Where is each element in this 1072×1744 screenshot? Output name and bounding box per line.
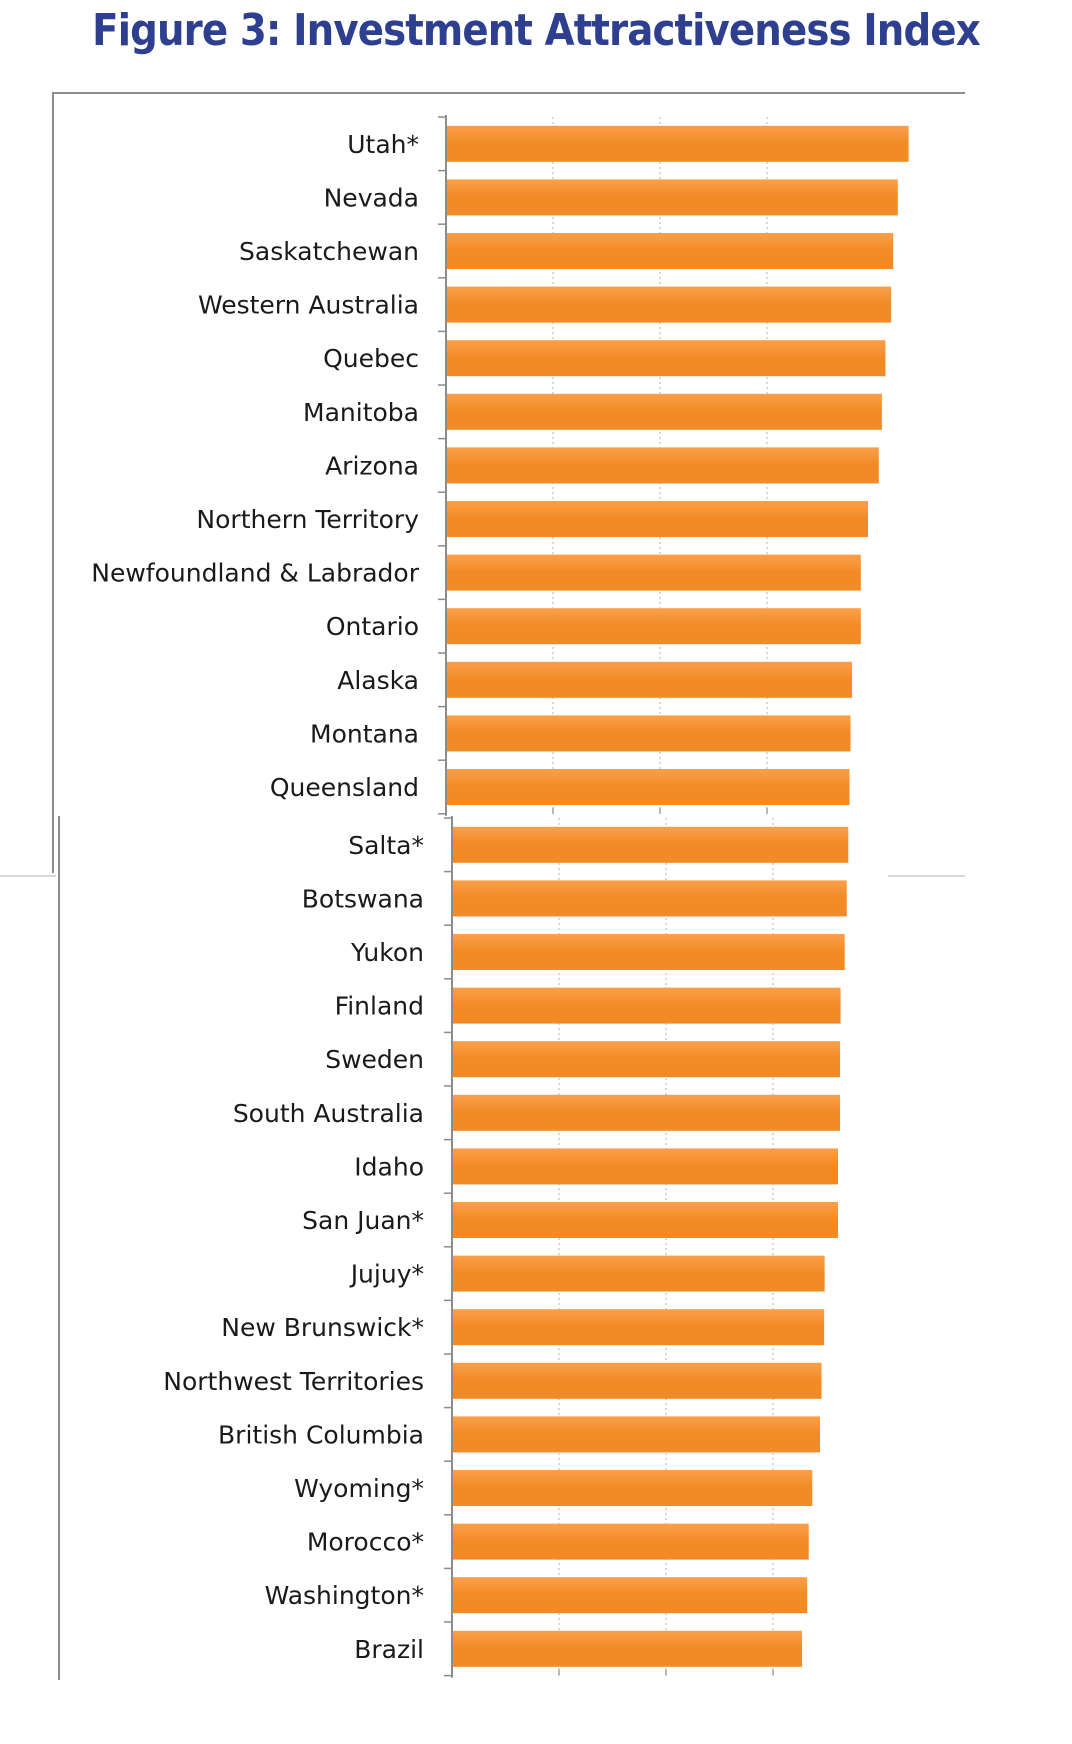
bar: [452, 880, 847, 917]
category-labels: Utah* Nevada Saskatchewan Western Australia…: [91, 130, 424, 1664]
category-label: Arizona: [325, 451, 419, 480]
bar: [452, 1362, 822, 1399]
category-label: South Australia: [233, 1099, 424, 1128]
category-label: Northwest Territories: [163, 1367, 424, 1396]
category-label: Utah*: [347, 130, 419, 159]
bar: [452, 1255, 825, 1292]
bar: [446, 715, 851, 752]
bar: [452, 1202, 839, 1238]
bar: [446, 233, 894, 269]
chart-title: Figure 3: Investment Attractiveness Inde…: [92, 5, 981, 56]
bar: [452, 1577, 808, 1614]
category-label: Jujuy*: [349, 1260, 424, 1289]
bar: [446, 125, 909, 162]
bar: [452, 1148, 839, 1185]
category-label: Northern Territory: [196, 505, 419, 534]
bar: [446, 554, 861, 591]
bar: [446, 286, 892, 323]
category-label: Queensland: [270, 773, 419, 802]
category-label: Western Australia: [198, 291, 419, 320]
category-label: Botswana: [302, 884, 424, 913]
category-label: Manitoba: [303, 398, 419, 427]
bar: [452, 1094, 841, 1131]
category-label: Washington*: [265, 1581, 424, 1610]
category-label: Newfoundland & Labrador: [91, 559, 419, 588]
category-label: Alaska: [337, 666, 419, 695]
category-label: Idaho: [354, 1152, 424, 1181]
category-label: Nevada: [324, 183, 419, 212]
category-label: Morocco*: [307, 1528, 424, 1557]
category-label: Quebec: [323, 344, 419, 373]
category-label: Saskatchewan: [239, 237, 419, 266]
bar: [446, 608, 861, 645]
chart-frame: [0, 92, 965, 1680]
category-label: Finland: [335, 992, 424, 1021]
bar: [452, 1523, 809, 1560]
bar: [446, 179, 898, 216]
bar: [452, 826, 849, 863]
category-label: Salta*: [348, 831, 424, 860]
bar: [446, 661, 853, 698]
category-label: Ontario: [326, 612, 419, 641]
bar: [452, 987, 841, 1024]
bar: [446, 501, 868, 537]
bar: [452, 1630, 803, 1667]
category-label: Wyoming*: [294, 1474, 424, 1503]
bar: [446, 340, 886, 377]
bar: [452, 1470, 813, 1506]
category-axis: [438, 115, 774, 1678]
bar: [452, 1309, 825, 1346]
category-label: Brazil: [354, 1635, 424, 1664]
bar: [452, 934, 845, 970]
bar: [446, 447, 879, 484]
bar: [452, 1041, 841, 1078]
category-label: Sweden: [325, 1045, 424, 1074]
bar: [452, 1416, 821, 1453]
panel-1-border: [52, 92, 965, 873]
category-label: British Columbia: [218, 1420, 424, 1449]
bar: [446, 393, 882, 430]
bars: [446, 125, 909, 1667]
category-label: Yukon: [350, 938, 424, 967]
bar: [446, 769, 850, 805]
category-label: Montana: [310, 719, 419, 748]
category-label: San Juan*: [302, 1206, 424, 1235]
category-label: New Brunswick*: [221, 1313, 424, 1342]
